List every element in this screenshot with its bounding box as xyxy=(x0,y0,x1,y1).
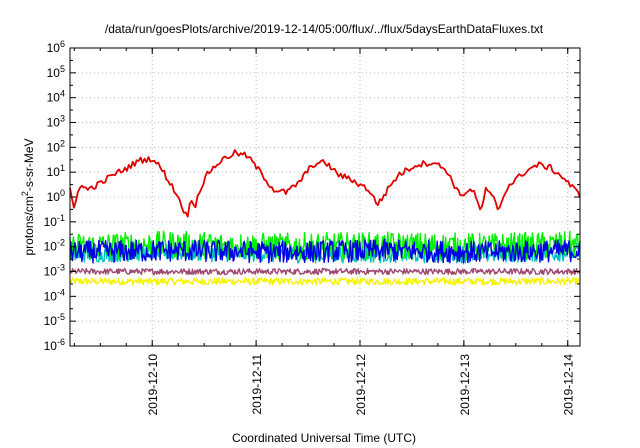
y-tick-base: 10 xyxy=(44,240,58,254)
x-tick-label: 2019-12-14 xyxy=(562,354,576,416)
y-axis-label-suffix: -s-sr-MeV xyxy=(22,138,36,191)
y-tick-exponent: 1 xyxy=(60,163,65,173)
y-tick-exponent: 5 xyxy=(60,64,65,74)
y-tick-base: 10 xyxy=(47,91,61,105)
y-tick-exponent: -6 xyxy=(57,337,65,347)
x-tick-label: 2019-12-10 xyxy=(146,354,160,416)
y-tick-base: 10 xyxy=(47,190,61,204)
y-tick-exponent: -3 xyxy=(57,263,65,273)
y-tick-base: 10 xyxy=(44,265,58,279)
y-tick-exponent: 6 xyxy=(60,39,65,49)
series-line-yellow xyxy=(69,277,581,286)
series-line-blue xyxy=(69,238,581,264)
x-tick-label: 2019-12-11 xyxy=(250,354,264,415)
y-tick-base: 10 xyxy=(47,116,61,130)
y-tick-label: 10-1 xyxy=(44,213,65,229)
x-tick-label: 2019-12-12 xyxy=(354,354,368,416)
y-tick-exponent: -5 xyxy=(57,312,65,322)
y-tick-exponent: 2 xyxy=(60,138,65,148)
y-tick-base: 10 xyxy=(44,314,58,328)
y-tick-label: 104 xyxy=(47,89,65,105)
y-tick-label: 103 xyxy=(47,114,65,130)
y-tick-label: 106 xyxy=(47,39,65,55)
series-line-red xyxy=(69,149,581,218)
x-axis-label: Coordinated Universal Time (UTC) xyxy=(232,431,416,445)
y-tick-exponent: -2 xyxy=(57,238,65,248)
series-line-purple xyxy=(69,267,581,276)
y-tick-exponent: 4 xyxy=(60,89,65,99)
y-axis-ticks: 10-610-510-410-310-210-11001011021031041… xyxy=(44,39,580,353)
y-tick-base: 10 xyxy=(44,215,58,229)
y-axis-label-sup: 2 xyxy=(20,191,30,196)
y-tick-label: 10-4 xyxy=(44,287,65,303)
chart-title: /data/run/goesPlots/archive/2019-12-14/0… xyxy=(105,22,544,36)
y-tick-exponent: 3 xyxy=(60,114,65,124)
y-tick-base: 10 xyxy=(47,41,61,55)
y-tick-label: 10-5 xyxy=(44,312,65,328)
series-layer xyxy=(69,149,581,286)
y-axis-label: protons/cm2-s-sr-MeV xyxy=(20,138,36,255)
y-tick-base: 10 xyxy=(47,140,61,154)
y-tick-label: 100 xyxy=(47,188,65,204)
y-tick-exponent: -1 xyxy=(57,213,65,223)
y-tick-label: 10-2 xyxy=(44,238,65,254)
y-tick-label: 10-3 xyxy=(44,263,65,279)
y-tick-label: 10-6 xyxy=(44,337,65,353)
y-axis-label-prefix: protons/cm xyxy=(22,196,36,255)
y-tick-exponent: 0 xyxy=(60,188,65,198)
y-tick-base: 10 xyxy=(44,289,58,303)
y-tick-label: 105 xyxy=(47,64,65,80)
x-axis-ticks: 2019-12-10 2019-12-11 2019-12-12 2019-12-13… xyxy=(73,48,576,416)
y-tick-exponent: -4 xyxy=(57,287,65,297)
y-tick-label: 102 xyxy=(47,138,65,154)
y-tick-base: 10 xyxy=(47,165,61,179)
x-tick-label: 2019-12-13 xyxy=(458,354,472,416)
y-tick-label: 101 xyxy=(47,163,65,179)
y-tick-base: 10 xyxy=(47,66,61,80)
y-tick-base: 10 xyxy=(44,339,58,353)
